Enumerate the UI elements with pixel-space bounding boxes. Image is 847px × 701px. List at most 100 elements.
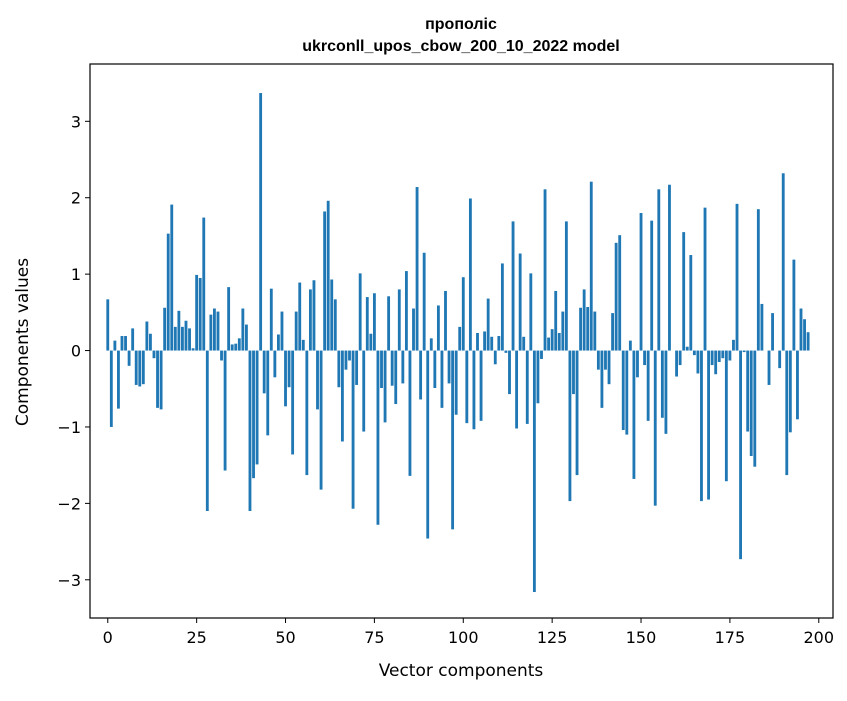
bar [266, 351, 269, 436]
bar [551, 329, 554, 350]
bar [416, 187, 419, 351]
bar [209, 315, 212, 351]
bar [618, 235, 621, 350]
bar [711, 351, 714, 366]
chart-title: прополіс [425, 16, 497, 33]
x-axis-label: Vector components [379, 661, 544, 681]
bar [718, 351, 721, 362]
bar [792, 260, 795, 351]
bar [760, 304, 763, 351]
bar [227, 287, 230, 350]
bar [540, 351, 543, 359]
bar [398, 289, 401, 350]
y-axis-label: Components values [13, 258, 33, 426]
bar [113, 341, 116, 351]
bar [341, 351, 344, 442]
bar [661, 351, 664, 418]
bar [583, 289, 586, 350]
bar [195, 275, 198, 351]
bar [135, 351, 138, 385]
bar [728, 351, 731, 361]
y-tick-label: 0 [71, 342, 81, 361]
bar [185, 321, 188, 351]
bar [473, 351, 476, 430]
bar [533, 351, 536, 592]
y-tick-label: −2 [57, 494, 81, 513]
bar [544, 189, 547, 350]
bar [430, 338, 433, 350]
bar [305, 351, 308, 476]
bar [622, 351, 625, 430]
bar [569, 351, 572, 502]
bar [643, 351, 646, 366]
bar [156, 351, 159, 408]
bar [167, 234, 170, 351]
x-tick-label: 50 [275, 628, 295, 647]
bar [199, 278, 202, 351]
bar [586, 307, 589, 351]
bar [121, 336, 124, 351]
bar [188, 328, 191, 350]
y-tick-label: 2 [71, 189, 81, 208]
bar [579, 308, 582, 351]
bar [231, 344, 234, 350]
bar [401, 351, 404, 384]
bar [604, 351, 607, 370]
bar [647, 351, 650, 421]
bar [519, 254, 522, 351]
bar [373, 293, 376, 350]
bar [796, 351, 799, 420]
x-tick-label: 25 [186, 628, 206, 647]
bar [785, 351, 788, 476]
bar [298, 283, 301, 351]
bars-group [106, 93, 809, 592]
bar [480, 351, 483, 421]
bar [181, 327, 184, 351]
bar [288, 351, 291, 388]
bar [377, 351, 380, 525]
y-tick-label: −3 [57, 571, 81, 590]
bar [800, 309, 803, 351]
bar [206, 351, 209, 511]
bar [131, 328, 134, 350]
bar [170, 205, 173, 351]
bar [348, 351, 351, 361]
x-tick-label: 125 [537, 628, 568, 647]
bar [238, 338, 241, 350]
bar [142, 351, 145, 385]
chart-subtitle: ukrconll_upos_cbow_200_10_2022 model [302, 38, 619, 55]
y-tick-label: −1 [57, 418, 81, 437]
bar [124, 336, 127, 351]
bar [476, 333, 479, 351]
bar [597, 351, 600, 370]
x-tick-label: 0 [103, 628, 113, 647]
bar [160, 351, 163, 410]
bar [590, 182, 593, 351]
bar [309, 289, 312, 350]
bar [505, 351, 508, 353]
bar [380, 351, 383, 388]
bar [259, 93, 262, 351]
bar [490, 337, 493, 351]
bar [174, 327, 177, 351]
bar [352, 351, 355, 509]
bar [284, 351, 287, 407]
bar [629, 341, 632, 351]
bar [153, 351, 156, 359]
bar [668, 185, 671, 351]
bar [455, 351, 458, 415]
bar [554, 291, 557, 351]
bar [437, 305, 440, 350]
bar [807, 332, 810, 350]
bar [391, 351, 394, 386]
bar [768, 351, 771, 385]
bar [675, 351, 678, 377]
bar [110, 351, 113, 427]
bar [771, 313, 774, 350]
bar [359, 273, 362, 350]
bar [753, 351, 756, 467]
bar [636, 351, 639, 378]
bar [743, 351, 746, 353]
bar [337, 351, 340, 388]
